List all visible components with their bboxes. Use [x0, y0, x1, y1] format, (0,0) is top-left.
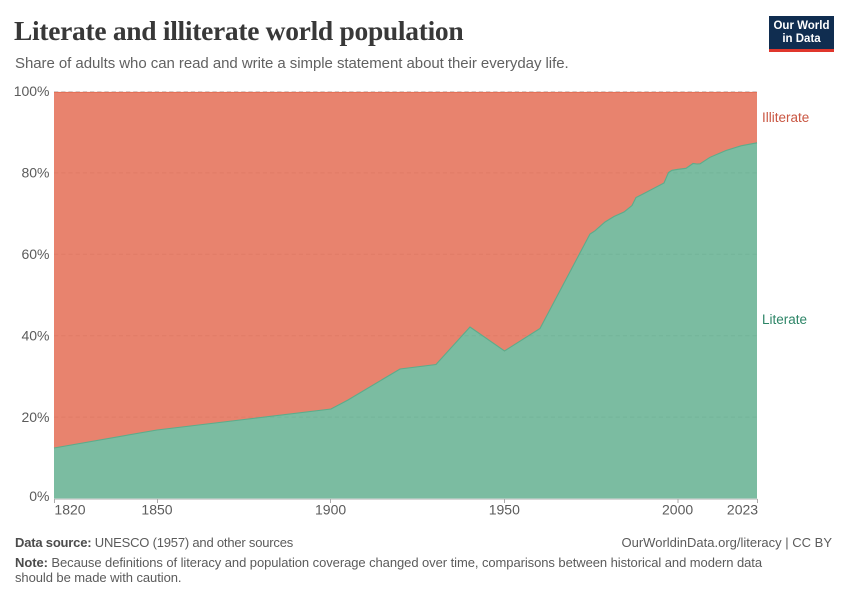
svg-text:Literate: Literate	[762, 312, 807, 327]
svg-text:60%: 60%	[21, 246, 49, 262]
svg-text:1950: 1950	[489, 502, 520, 518]
svg-text:100%: 100%	[14, 83, 50, 99]
svg-text:2023: 2023	[727, 502, 758, 518]
svg-text:1850: 1850	[141, 502, 172, 518]
svg-text:1820: 1820	[54, 502, 85, 518]
svg-text:1900: 1900	[315, 502, 346, 518]
svg-text:40%: 40%	[21, 327, 49, 343]
svg-text:20%: 20%	[21, 409, 49, 425]
svg-text:0%: 0%	[29, 488, 49, 504]
svg-text:Illiterate: Illiterate	[762, 110, 809, 125]
svg-text:2000: 2000	[662, 502, 693, 518]
svg-text:80%: 80%	[21, 165, 49, 181]
